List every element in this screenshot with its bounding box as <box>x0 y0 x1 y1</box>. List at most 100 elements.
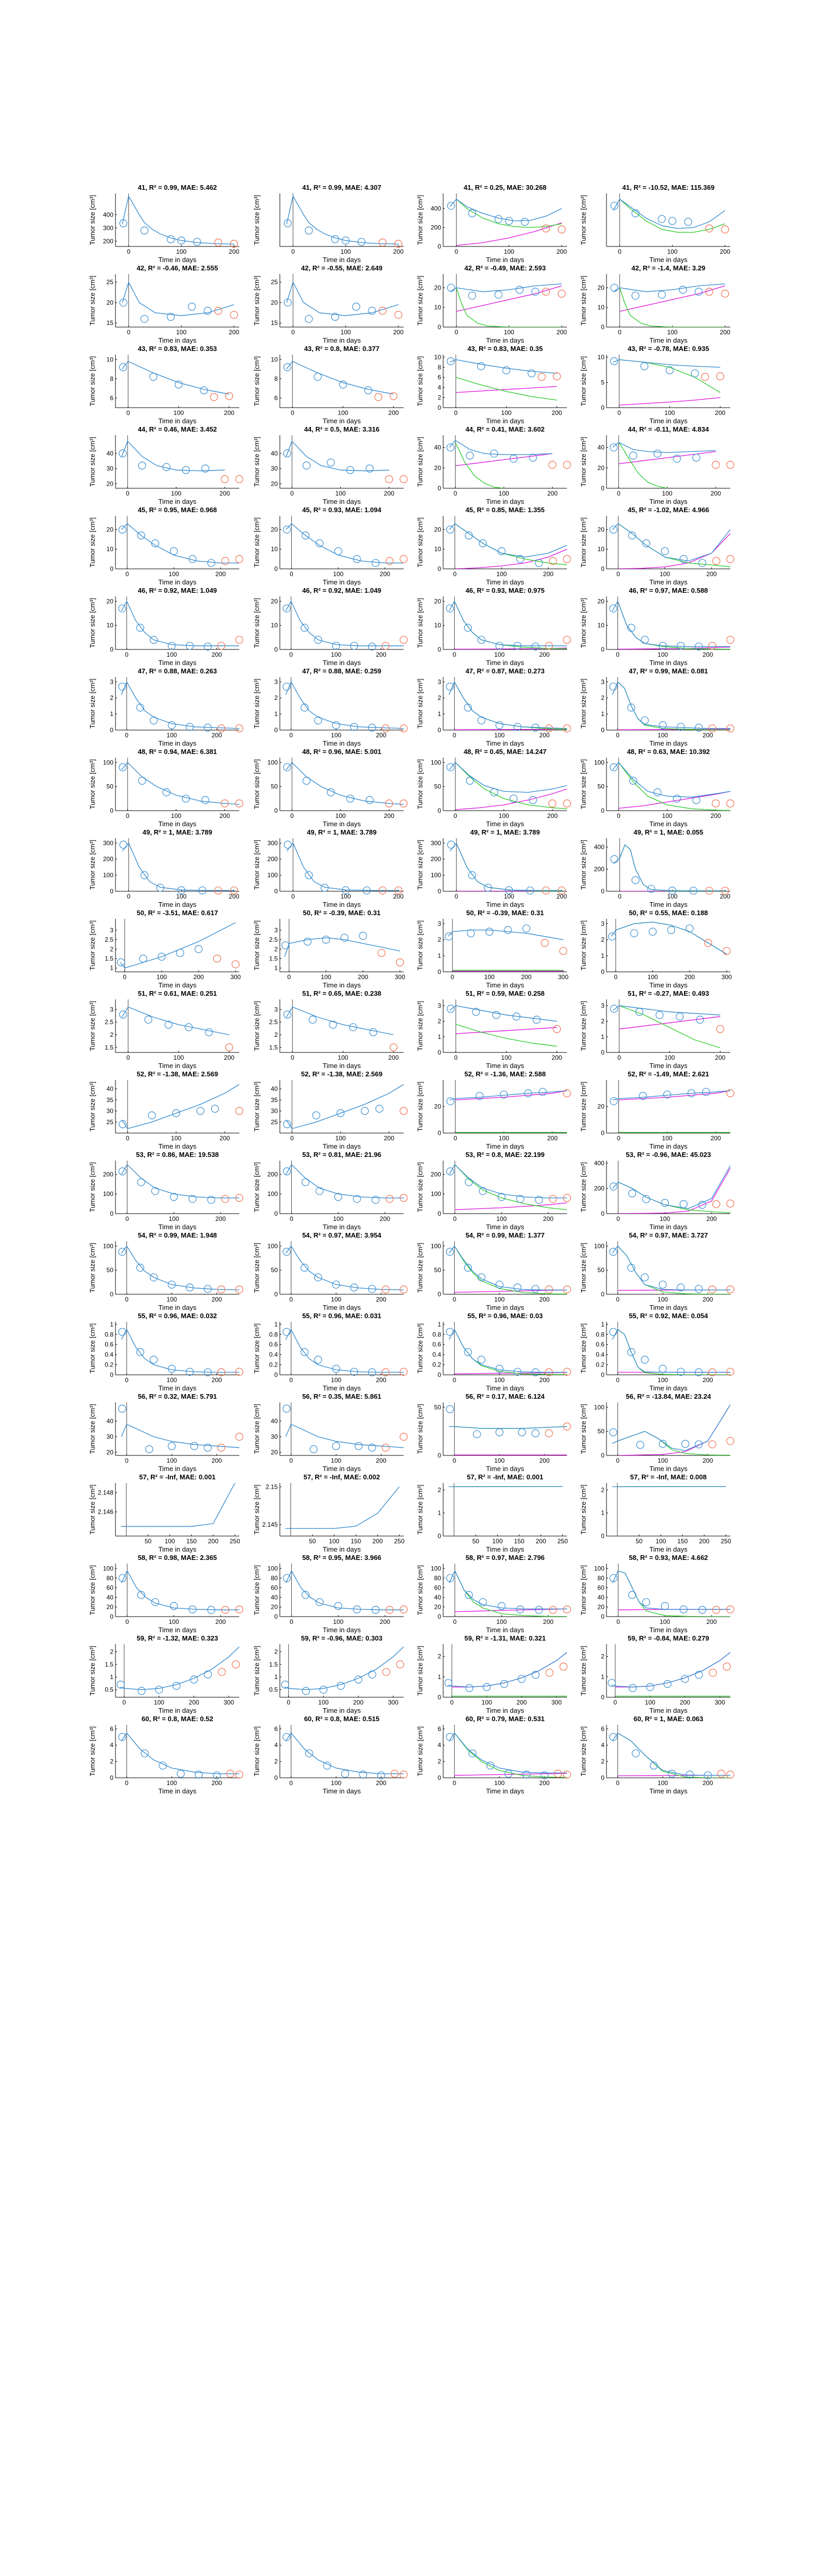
x-axis-label: Time in days <box>158 820 197 828</box>
y-tick-label: 10 <box>434 354 442 361</box>
observed-point <box>283 449 291 458</box>
x-tick-label: 0 <box>453 1779 456 1787</box>
held-out-point <box>381 1443 390 1452</box>
y-axis-label: Tumor size [cm³] <box>416 1162 424 1212</box>
y-tick-label: 0 <box>110 1613 113 1620</box>
observed-point <box>282 604 291 613</box>
x-tick-label: 0 <box>616 1215 620 1222</box>
y-axis-label: Tumor size [cm³] <box>416 1082 424 1131</box>
x-tick-label: 0 <box>453 1457 456 1464</box>
y-tick-label: 0 <box>274 1291 278 1298</box>
subplot-50-2: 50, R² = -0.39, MAE: 0.310 100 200 30011.52… <box>253 909 405 989</box>
y-axis-label: Tumor size [cm³] <box>579 1565 587 1615</box>
y-tick-label: 2.5 <box>105 936 113 943</box>
x-tick-label: 0 <box>455 248 458 255</box>
held-out-point <box>394 310 403 319</box>
y-axis-label: Tumor size [cm³] <box>253 1485 261 1534</box>
observed-point <box>665 366 674 374</box>
held-out-point <box>708 724 716 733</box>
x-tick-label: 0 <box>617 1054 621 1061</box>
held-out-point <box>722 1662 731 1671</box>
x-axis-label: Time in days <box>322 1465 361 1473</box>
y-tick-label: 0 <box>274 1371 278 1378</box>
x-tick-label: 200 <box>552 409 562 417</box>
subplot-title: 54, R² = 0.97, MAE: 3.954 <box>302 1231 382 1239</box>
x-tick-label: 100 <box>331 732 341 739</box>
y-tick-label: 0.2 <box>596 1361 604 1369</box>
x-tick-label: 300 <box>558 973 569 981</box>
held-out-point <box>558 290 566 298</box>
observed-point <box>467 929 475 938</box>
y-tick-label: 200 <box>103 855 113 863</box>
held-out-point <box>549 1606 557 1614</box>
observed-point <box>283 298 292 307</box>
x-tick-label: 200 <box>543 1215 553 1222</box>
x-axis-label: Time in days <box>486 1465 524 1473</box>
x-axis-label: Time in days <box>649 256 688 264</box>
y-tick-label: 25 <box>271 279 278 286</box>
y-tick-label: 0 <box>437 1129 441 1137</box>
observed-point <box>533 1016 541 1024</box>
y-tick-label: 2 <box>437 1758 441 1765</box>
held-out-point <box>399 1433 408 1441</box>
fit-line <box>286 1164 404 1199</box>
subplot-53-2: 53, R² = 0.81, MAE: 21.960 100 2000100200T… <box>253 1151 408 1231</box>
fit-line <box>285 1245 404 1291</box>
x-tick-label: 100 <box>657 1296 668 1303</box>
fit-line <box>613 198 726 229</box>
y-tick-label: 2 <box>437 394 441 401</box>
subplot-title: 57, R² = -Inf, MAE: 0.002 <box>303 1473 380 1481</box>
observed-point <box>364 386 372 395</box>
x-tick-label: 200 <box>376 1779 386 1787</box>
y-tick-label: 0.8 <box>105 1331 113 1338</box>
y-tick-label: 2 <box>437 936 441 943</box>
fit-line <box>448 1245 567 1291</box>
x-tick-label: 200 <box>706 1618 717 1625</box>
x-tick-label: 200 <box>376 732 386 739</box>
observed-point <box>331 235 339 243</box>
y-tick-label: 0.4 <box>596 1351 604 1358</box>
y-axis-label: Tumor size [cm³] <box>253 276 261 326</box>
y-tick-label: 20 <box>598 464 605 472</box>
x-tick-label: 0 <box>618 248 622 255</box>
subplot-title: 43, R² = -0.78, MAE: 0.935 <box>628 345 709 353</box>
subplot-title: 51, R² = 0.65, MAE: 0.238 <box>302 990 381 997</box>
observed-point <box>627 1348 636 1356</box>
held-out-point <box>399 1194 408 1202</box>
x-tick-label: 0 <box>291 893 295 900</box>
x-axis-label: Time in days <box>486 336 524 344</box>
y-tick-label: 10 <box>107 545 114 553</box>
held-out-point <box>716 372 725 381</box>
x-tick-label: 0 <box>289 1457 293 1464</box>
observed-point <box>119 449 127 458</box>
subplot-title: 52, R² = -1.49, MAE: 2.621 <box>628 1070 709 1078</box>
observed-point <box>151 1187 159 1195</box>
observed-point <box>610 1005 618 1013</box>
x-tick-label: 100 <box>171 1135 182 1142</box>
subplot-title: 57, R² = -Inf, MAE: 0.001 <box>139 1473 215 1481</box>
y-axis-label: Tumor size [cm³] <box>579 679 587 728</box>
x-tick-label: 100 <box>333 1618 343 1625</box>
observed-point <box>369 1028 378 1036</box>
x-axis-label: Time in days <box>649 498 688 505</box>
fit-line <box>121 440 225 472</box>
observed-point <box>118 1404 126 1413</box>
y-tick-label: 0.6 <box>105 1341 113 1348</box>
fit-line <box>122 1006 229 1035</box>
x-tick-label: 0 <box>614 973 617 981</box>
y-tick-label: 2 <box>110 1758 113 1765</box>
subplot-title: 60, R² = 0.8, MAE: 0.515 <box>304 1715 380 1723</box>
x-axis-label: Time in days <box>486 1545 524 1553</box>
observed-point <box>282 682 291 691</box>
observed-point <box>477 362 485 370</box>
observed-point <box>657 291 666 299</box>
x-axis-label: Time in days <box>322 1304 361 1311</box>
observed-point <box>207 1606 215 1614</box>
x-tick-label: 100 <box>333 570 343 578</box>
held-out-point <box>385 1195 394 1203</box>
